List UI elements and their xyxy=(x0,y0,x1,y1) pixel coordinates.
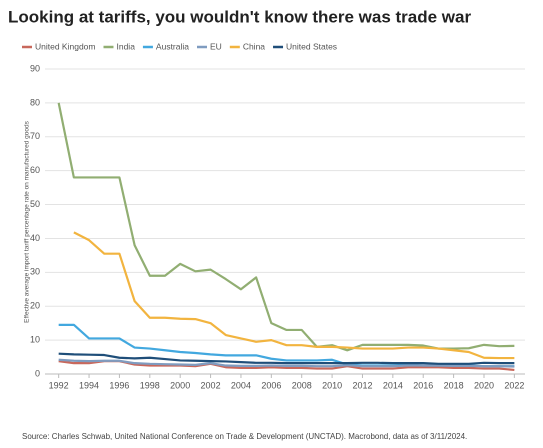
legend-label: India xyxy=(116,41,135,51)
legend-label: United States xyxy=(286,41,337,51)
legend-label: Australia xyxy=(156,41,189,51)
source-note: Source: Charles Schwab, United National … xyxy=(22,432,467,441)
x-tick-label: 2012 xyxy=(352,380,372,390)
x-tick-label: 2020 xyxy=(474,380,494,390)
y-tick-label: 10 xyxy=(30,334,40,344)
x-tick-label: 2010 xyxy=(322,380,342,390)
y-tick-label: 50 xyxy=(30,199,40,209)
series-line xyxy=(58,352,515,365)
x-tick-label: 2008 xyxy=(292,380,312,390)
series-line xyxy=(58,358,515,368)
x-tick-label: 2022 xyxy=(504,380,524,390)
x-tick-label: 2002 xyxy=(201,380,221,390)
x-tick-label: 1992 xyxy=(49,380,69,390)
x-tick-label: 2014 xyxy=(383,380,403,390)
x-tick-label: 2016 xyxy=(413,380,433,390)
series-line xyxy=(73,231,515,360)
x-tick-label: 1994 xyxy=(79,380,99,390)
legend-label: China xyxy=(243,41,265,51)
x-tick-label: 1998 xyxy=(140,380,160,390)
series-line xyxy=(57,102,515,352)
chart-title: Looking at tariffs, you wouldn't know th… xyxy=(8,7,471,26)
legend-label: United Kingdom xyxy=(35,41,95,51)
x-tick-label: 2004 xyxy=(231,380,251,390)
y-tick-label: 80 xyxy=(30,97,40,107)
y-tick-label: 70 xyxy=(30,131,40,141)
y-tick-label: 90 xyxy=(30,63,40,73)
series-line xyxy=(58,360,515,372)
x-tick-label: 2018 xyxy=(444,380,464,390)
legend-label: EU xyxy=(210,41,222,51)
y-tick-label: 20 xyxy=(30,301,40,311)
y-tick-label: 60 xyxy=(30,165,40,175)
x-tick-label: 2006 xyxy=(261,380,281,390)
x-tick-label: 1996 xyxy=(109,380,129,390)
y-axis-label: Effective average import tariff percenta… xyxy=(24,120,31,322)
y-tick-label: 0 xyxy=(35,368,40,378)
x-tick-label: 2000 xyxy=(170,380,190,390)
y-tick-label: 30 xyxy=(30,267,40,277)
y-tick-label: 40 xyxy=(30,233,40,243)
